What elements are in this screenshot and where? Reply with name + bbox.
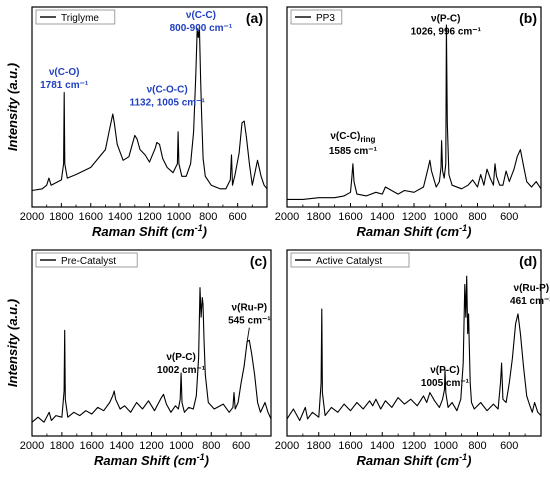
- legend-box: [290, 9, 343, 25]
- legend-box: [35, 252, 138, 268]
- plot-frame: [286, 249, 542, 437]
- x-axis-label: Raman Shift (cm-1): [92, 223, 207, 239]
- x-tick-label: 2000: [20, 440, 44, 452]
- x-tick-label: 1000: [434, 211, 458, 223]
- x-tick-label: 800: [202, 440, 220, 452]
- panel-letter: (b): [519, 10, 537, 26]
- legend-label: Triglyme: [61, 13, 99, 24]
- x-tick-label: 600: [500, 440, 518, 452]
- x-tick-label: 1800: [307, 211, 331, 223]
- panel-c: 2000 1800 1600 1400 1200 1000 800 600 Raman Shif…: [5, 249, 272, 468]
- legend-label: Active Catalyst: [316, 256, 382, 267]
- panel-d: 2000 1800 1600 1400 1200 1000 800 600 Raman Shif…: [275, 249, 550, 468]
- x-axis-label: Raman Shift (cm-1): [357, 223, 472, 239]
- legend-label: Pre-Catalyst: [61, 256, 116, 267]
- x-tick-label: 600: [232, 440, 250, 452]
- x-tick-label: 1800: [49, 211, 73, 223]
- x-tick-label: 800: [468, 211, 486, 223]
- x-tick-label: 1000: [169, 440, 193, 452]
- panel-letter: (a): [246, 10, 263, 26]
- panel-letter: (c): [250, 253, 267, 269]
- x-tick-label: 1800: [50, 440, 74, 452]
- peak-annotation: ν(Ru-P) 461 cm⁻¹: [510, 283, 550, 307]
- peak-annotation: ν(P-C) 1005 cm⁻¹: [421, 365, 470, 389]
- x-tick-label: 800: [468, 440, 486, 452]
- x-tick-label: 1000: [167, 211, 191, 223]
- spectrum-line-0: [31, 26, 268, 192]
- peak-annotation: ν(C-C) 800-900 cm⁻¹: [170, 10, 233, 34]
- x-axis-label: Raman Shift (cm-1): [94, 452, 209, 468]
- x-tick-label: 1200: [402, 440, 426, 452]
- x-tick-label: 600: [228, 211, 246, 223]
- x-tick-label: 1400: [109, 440, 133, 452]
- peak-annotation: ν(C-C)ring 1585 cm⁻¹: [329, 131, 378, 157]
- x-tick-label: 1200: [402, 211, 426, 223]
- x-tick-label: 800: [199, 211, 217, 223]
- x-tick-label: 1400: [370, 211, 394, 223]
- x-tick-label: 2000: [20, 211, 44, 223]
- x-tick-label: 1400: [108, 211, 132, 223]
- peak-annotation: ν(P-C) 1002 cm⁻¹: [157, 352, 206, 376]
- x-tick-label: 1400: [370, 440, 394, 452]
- y-axis-label: Intensity (a.u.): [5, 299, 20, 387]
- x-tick-label: 2000: [275, 211, 299, 223]
- peak-annotation: ν(P-C) 1026, 996 cm⁻¹: [411, 13, 482, 37]
- x-tick-label: 600: [500, 211, 518, 223]
- y-axis-label: Intensity (a.u.): [5, 63, 20, 151]
- spectrum-line-0: [287, 24, 542, 200]
- spectrum-line-0: [31, 287, 272, 423]
- peak-annotation: ν(C-O) 1781 cm⁻¹: [40, 67, 89, 91]
- x-tick-label: 1000: [434, 440, 458, 452]
- legend-label: PP3: [316, 13, 335, 24]
- x-tick-label: 2000: [275, 440, 299, 452]
- legend-box: [290, 252, 410, 268]
- peak-annotation: ν(Ru-P) 545 cm⁻¹: [228, 303, 271, 327]
- x-tick-label: 1200: [137, 211, 161, 223]
- panel-b: 2000 1800 1600 1400 1200 1000 800 600 Raman Shif…: [275, 6, 542, 239]
- x-tick-label: 1200: [139, 440, 163, 452]
- x-tick-label: 1600: [79, 211, 103, 223]
- legend-box: [35, 9, 116, 25]
- annotation-arrow: [246, 327, 250, 342]
- x-tick-label: 1600: [338, 440, 362, 452]
- panel-a: 2000 1800 1600 1400 1200 1000 800 600 Raman Shif…: [5, 6, 268, 239]
- x-tick-label: 1600: [80, 440, 104, 452]
- x-tick-label: 1800: [307, 440, 331, 452]
- panel-letter: (d): [519, 253, 537, 269]
- spectrum-line-0: [286, 275, 542, 422]
- peak-annotation: ν(C-O-C) 1132, 1005 cm⁻¹: [129, 85, 205, 109]
- x-axis-label: Raman Shift (cm-1): [357, 452, 472, 468]
- x-tick-label: 1600: [338, 211, 362, 223]
